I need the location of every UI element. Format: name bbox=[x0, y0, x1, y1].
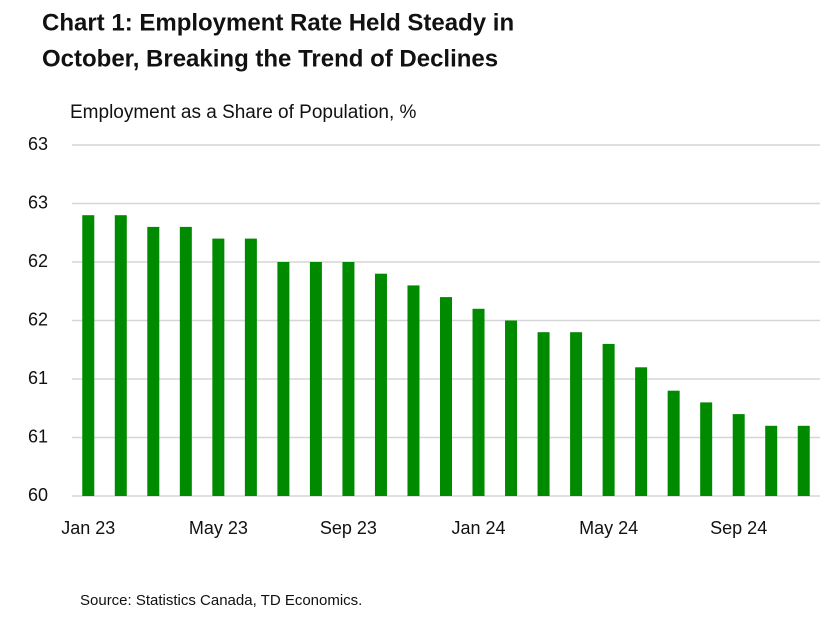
bar bbox=[342, 262, 355, 496]
x-tick-label: Jan 23 bbox=[61, 518, 115, 538]
bar bbox=[244, 238, 257, 496]
bar bbox=[440, 297, 452, 496]
x-tick-label: Sep 23 bbox=[320, 518, 377, 538]
bar bbox=[212, 238, 225, 496]
bar bbox=[635, 367, 648, 496]
y-tick-label: 61 bbox=[28, 426, 48, 446]
bar bbox=[82, 215, 95, 496]
x-tick-label: May 24 bbox=[579, 518, 638, 538]
bar bbox=[732, 414, 745, 496]
y-tick-label: 60 bbox=[28, 485, 48, 505]
bar bbox=[374, 273, 387, 496]
bar bbox=[147, 226, 160, 496]
chart-title: October, Breaking the Trend of Declines bbox=[42, 45, 498, 72]
bar bbox=[602, 343, 615, 496]
bar bbox=[277, 262, 290, 496]
x-tick-label: Sep 24 bbox=[710, 518, 767, 538]
y-tick-label: 61 bbox=[28, 368, 48, 388]
y-tick-label: 62 bbox=[28, 309, 48, 329]
x-tick-label: Jan 24 bbox=[451, 518, 505, 538]
x-tick-label: May 23 bbox=[189, 518, 248, 538]
bar bbox=[505, 320, 518, 496]
y-tick-label: 63 bbox=[28, 134, 48, 154]
y-tick-label: 63 bbox=[28, 192, 48, 212]
bar bbox=[700, 402, 713, 496]
bar bbox=[179, 226, 192, 496]
chart-subtitle: Employment as a Share of Population, % bbox=[70, 102, 417, 123]
bar bbox=[765, 425, 778, 496]
bar bbox=[114, 215, 127, 496]
source-note: Source: Statistics Canada, TD Economics. bbox=[80, 592, 362, 609]
bar bbox=[570, 332, 583, 496]
bar bbox=[667, 390, 680, 496]
bar bbox=[309, 262, 322, 496]
y-tick-label: 62 bbox=[28, 251, 48, 271]
chart-title: Chart 1: Employment Rate Held Steady in bbox=[42, 9, 514, 36]
bar bbox=[407, 285, 420, 496]
bar bbox=[797, 425, 810, 496]
bar bbox=[537, 332, 550, 496]
bar bbox=[472, 308, 485, 496]
